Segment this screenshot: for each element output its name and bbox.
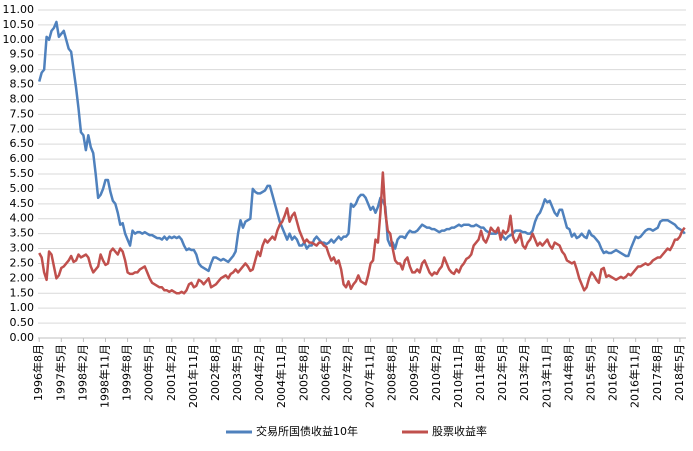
y-tick-label: 6.00 (10, 152, 35, 165)
x-tick-label: 2018年5月 (672, 344, 686, 401)
y-tick-label: 0.50 (10, 316, 35, 329)
x-tick-label: 2016年2月 (606, 344, 620, 401)
y-tick-label: 3.00 (10, 242, 35, 255)
y-tick-label: 2.50 (10, 256, 35, 269)
y-tick-label: 11.00 (3, 3, 35, 16)
y-tick-label: 6.50 (10, 137, 35, 150)
y-tick-label: 1.50 (10, 286, 35, 299)
y-tick-label: 5.00 (10, 182, 35, 195)
y-tick-label: 10.50 (3, 18, 35, 31)
x-tick-label: 2013年2月 (517, 344, 531, 401)
x-tick-label: 2000年5月 (142, 344, 156, 401)
x-tick-label: 2012年5月 (495, 344, 509, 401)
x-tick-label: 2010年2月 (429, 344, 443, 401)
series-line (38, 171, 686, 295)
x-tick-label: 2001年11月 (186, 344, 200, 408)
y-tick-label: 1.00 (10, 301, 35, 314)
x-tick-label: 2008年8月 (385, 344, 399, 401)
x-tick-label: 2004年11月 (274, 344, 288, 408)
y-tick-label: 10.00 (3, 33, 35, 46)
x-tick-label: 2017年8月 (650, 344, 664, 401)
x-tick-label: 2007年2月 (341, 344, 355, 401)
y-tick-label: 3.50 (10, 227, 35, 240)
y-tick-label: 8.00 (10, 92, 35, 105)
x-tick-label: 1997年5月 (53, 344, 67, 401)
x-tick-label: 2006年5月 (318, 344, 332, 401)
x-tick-label: 2015年5月 (584, 344, 598, 401)
y-tick-label: 7.50 (10, 107, 35, 120)
x-tick-label: 2010年11月 (451, 344, 465, 408)
x-tick-label: 1999年8月 (120, 344, 134, 401)
y-tick-label: 0.00 (10, 331, 35, 344)
series-line (38, 20, 686, 273)
x-tick-label: 1998年2月 (75, 344, 89, 401)
x-tick-label: 2003年5月 (230, 344, 244, 401)
y-tick-label: 7.00 (10, 122, 35, 135)
x-tick-label: 1998年11月 (98, 344, 112, 408)
legend-label: 股票收益率 (432, 424, 487, 438)
x-tick-label: 2014年8月 (561, 344, 575, 401)
x-tick-label: 2004年2月 (252, 344, 266, 401)
x-tick-label: 2002年8月 (208, 344, 222, 401)
y-tick-label: 5.50 (10, 167, 35, 180)
y-tick-label: 4.00 (10, 212, 35, 225)
x-tick-label: 2011年8月 (473, 344, 487, 401)
y-tick-label: 8.50 (10, 78, 35, 91)
x-tick-label: 2001年2月 (164, 344, 178, 401)
y-tick-label: 2.00 (10, 271, 35, 284)
legend-label: 交易所国债收益10年 (256, 424, 358, 438)
x-tick-label: 2009年5月 (407, 344, 421, 401)
x-tick-label: 2016年11月 (628, 344, 642, 408)
x-tick-label: 1996年8月 (31, 344, 45, 401)
x-tick-label: 2007年11月 (363, 344, 377, 408)
y-tick-label: 9.50 (10, 48, 35, 61)
x-tick-label: 2013年11月 (539, 344, 553, 408)
x-tick-label: 2005年8月 (296, 344, 310, 401)
y-tick-label: 4.50 (10, 197, 35, 210)
y-tick-label: 9.00 (10, 63, 35, 76)
